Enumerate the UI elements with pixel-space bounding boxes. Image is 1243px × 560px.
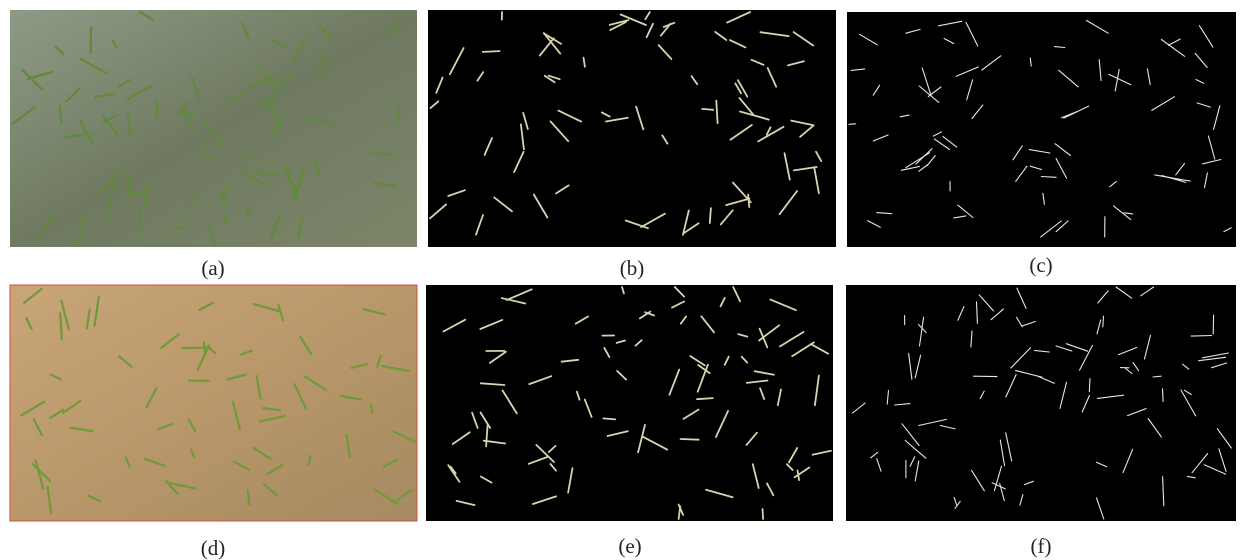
seedling-stroke <box>710 208 711 223</box>
segmentation-panel <box>426 285 833 521</box>
segmentation-panel <box>428 10 836 247</box>
seedling-stroke <box>483 51 500 52</box>
seedling-stroke <box>294 186 295 201</box>
seedling-stroke <box>1163 389 1164 402</box>
figure: (a) (b) (c) (d) (e) (f) <box>0 0 1243 560</box>
caption: (c) <box>1029 253 1052 277</box>
seedling-stroke <box>763 509 764 519</box>
seedling-stroke <box>1103 316 1104 327</box>
seedling-stroke <box>129 193 148 194</box>
photo-panel <box>10 10 417 247</box>
seedling-stroke <box>681 439 699 440</box>
caption: (d) <box>201 536 226 560</box>
caption: (f) <box>1031 534 1052 558</box>
seedling-stroke <box>204 342 205 355</box>
seedling-stroke <box>697 398 713 399</box>
seedling-stroke <box>1089 379 1090 392</box>
seedling-stroke <box>288 169 290 180</box>
seedling-stroke <box>1191 336 1212 337</box>
seedling-stroke <box>371 405 372 413</box>
caption: (a) <box>201 256 224 280</box>
seedling-stroke <box>178 113 193 114</box>
segmentation-panel <box>847 12 1236 247</box>
photo-panel <box>10 285 417 521</box>
caption: (b) <box>620 256 645 280</box>
seedling-stroke <box>603 418 615 419</box>
seedling-stroke <box>702 109 713 110</box>
seedling-stroke <box>849 124 856 125</box>
caption: (e) <box>618 534 641 558</box>
seedling-stroke <box>248 491 250 505</box>
